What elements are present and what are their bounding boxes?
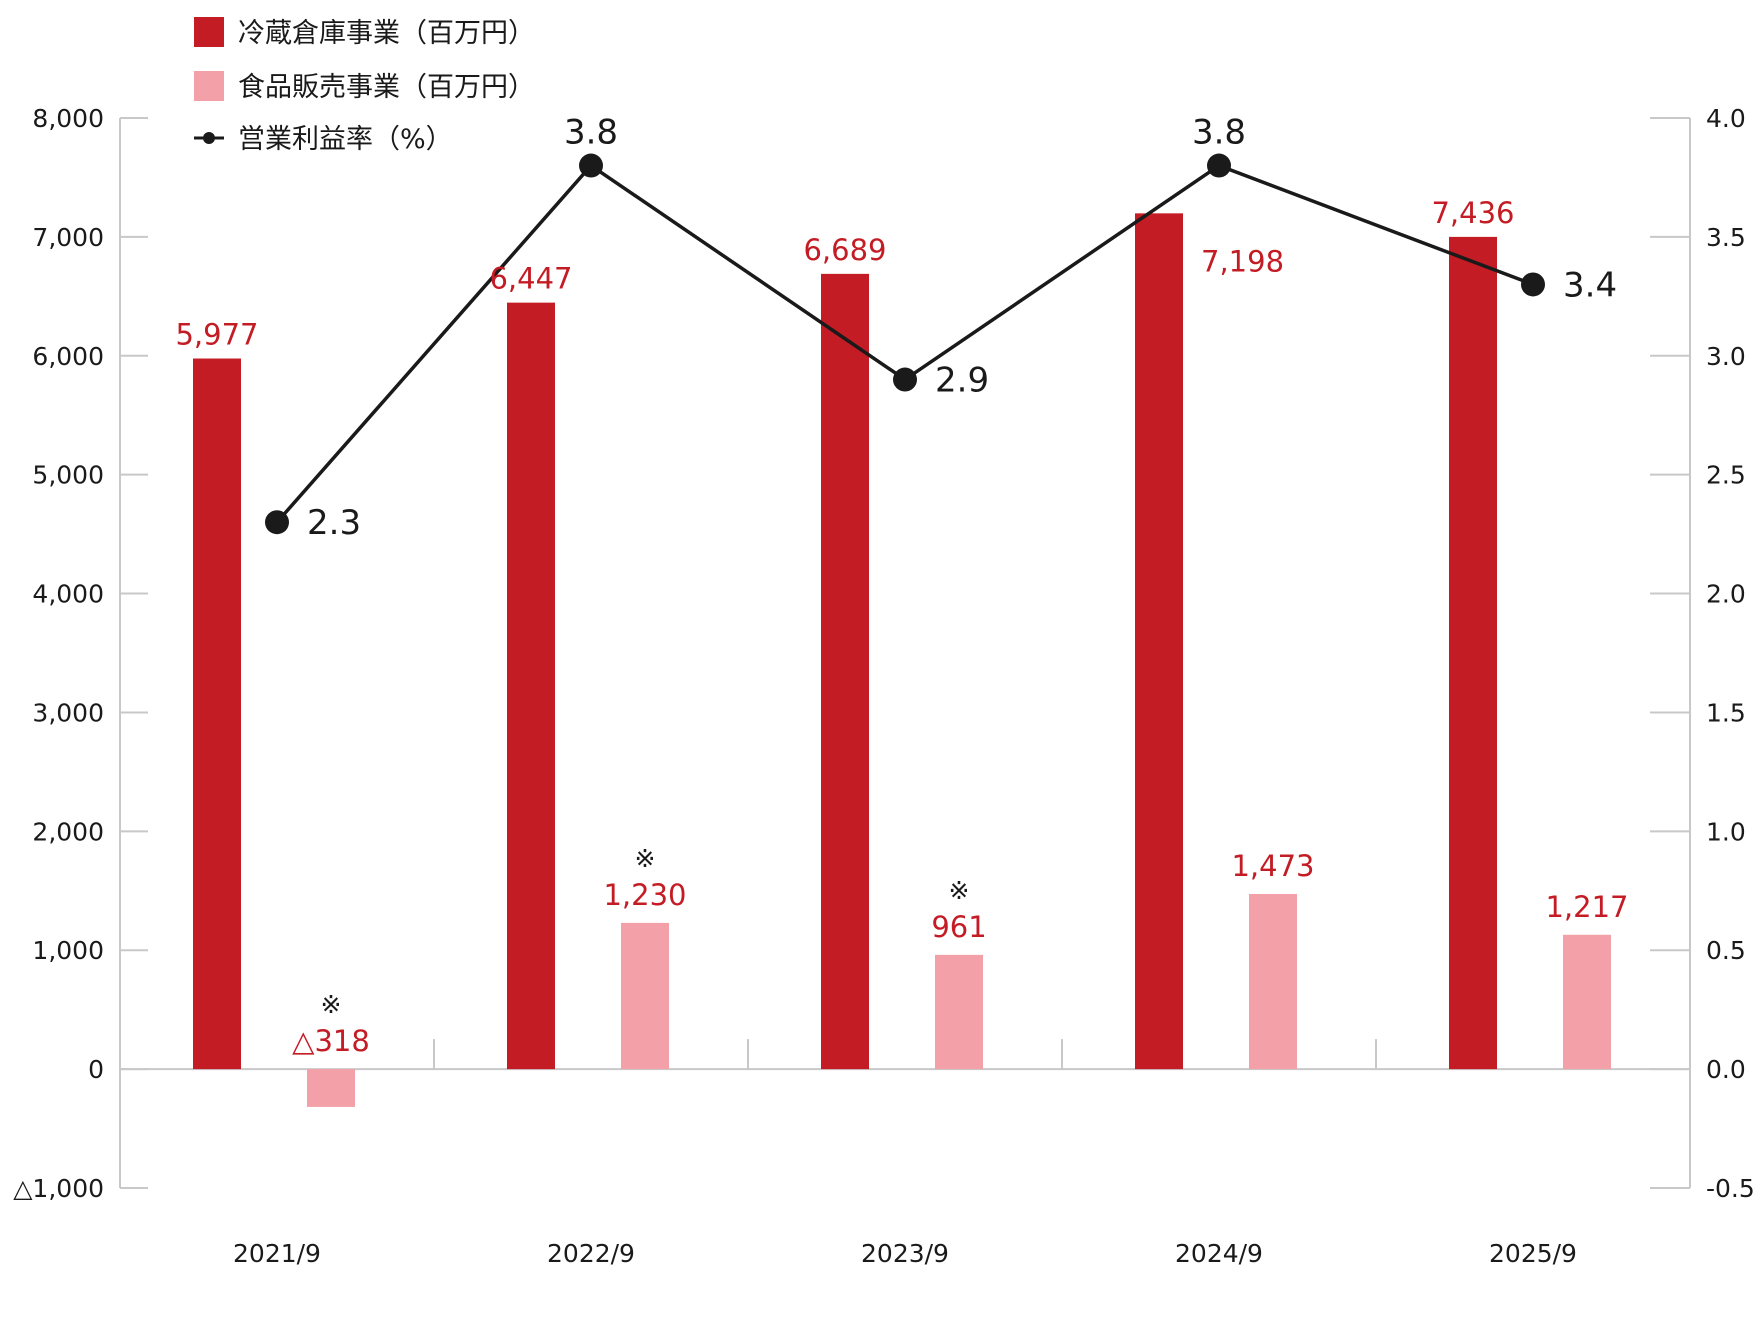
- left-tick-label: 7,000: [32, 223, 104, 252]
- note-mark: ※: [635, 844, 656, 873]
- food-sales-label: 1,217: [1545, 890, 1628, 924]
- food-sales-bar: [307, 1069, 355, 1107]
- margin-point: [1521, 272, 1545, 297]
- legend: 冷蔵倉庫事業（百万円） 食品販売事業（百万円） 営業利益率（%）: [194, 17, 535, 155]
- food-sales-bar: [1563, 934, 1611, 1070]
- margin-point: [579, 153, 603, 178]
- left-tick-label: 2,000: [32, 817, 104, 846]
- margin-label: 2.9: [935, 361, 989, 401]
- left-tick-label: 3,000: [32, 698, 104, 727]
- legend-label-margin: 営業利益率（%）: [238, 124, 453, 155]
- left-tick-label: △1,000: [13, 1174, 104, 1203]
- x-tick-label: 2024/9: [1175, 1239, 1263, 1268]
- food-sales-bar: [935, 954, 983, 1070]
- legend-label-food-sales: 食品販売事業（百万円）: [238, 72, 535, 103]
- legend-swatch-cold-storage: [194, 17, 224, 47]
- right-tick-label: 1.5: [1706, 698, 1746, 727]
- right-tick-label: -0.5: [1706, 1174, 1755, 1203]
- margin-point: [265, 510, 289, 535]
- right-tick-label: 0.5: [1706, 936, 1746, 965]
- x-tick-label: 2021/9: [233, 1239, 321, 1268]
- axes: △1,000 0 1,000 2,000 3,000 4,000 5,000 6,000 7,0…: [13, 104, 1755, 1268]
- margin-point: [1207, 153, 1231, 178]
- note-mark: ※: [949, 876, 970, 905]
- margin-label: 2.3: [307, 503, 361, 543]
- left-tick-label: 5,000: [32, 461, 104, 490]
- data-labels: 5,977 6,447 6,689 7,198 7,436 △318 ※ 1,230 ※ 961 ※…: [175, 113, 1628, 1059]
- food-sales-bar: [1249, 893, 1297, 1070]
- margin-label: 3.8: [1192, 113, 1246, 153]
- cold-storage-bar: [1449, 236, 1497, 1070]
- x-tick-label: 2025/9: [1489, 1239, 1577, 1268]
- food-sales-label: 961: [931, 910, 986, 944]
- x-tick-label: 2022/9: [547, 1239, 635, 1268]
- right-tick-label: 4.0: [1706, 104, 1746, 133]
- left-tick-label: 1,000: [32, 936, 104, 965]
- line-series: [265, 153, 1545, 535]
- legend-marker-margin: [203, 132, 215, 144]
- legend-label-cold-storage: 冷蔵倉庫事業（百万円）: [238, 18, 535, 49]
- right-tick-label: 0.0: [1706, 1055, 1746, 1084]
- cold-storage-label: 6,447: [489, 262, 572, 296]
- margin-label: 3.8: [564, 113, 618, 153]
- cold-storage-bar: [193, 358, 241, 1070]
- right-tick-label: 2.5: [1706, 461, 1746, 490]
- right-tick-label: 3.0: [1706, 342, 1746, 371]
- cold-storage-bar: [507, 302, 555, 1070]
- cold-storage-label: 7,198: [1201, 244, 1284, 278]
- bars: [193, 213, 1611, 1107]
- margin-line: [275, 163, 1534, 524]
- legend-swatch-food-sales: [194, 71, 224, 101]
- cold-storage-label: 7,436: [1431, 196, 1514, 230]
- food-sales-label: 1,230: [603, 878, 686, 912]
- left-tick-label: 4,000: [32, 580, 104, 609]
- food-sales-label: △318: [292, 1024, 370, 1058]
- cold-storage-label: 6,689: [803, 233, 886, 267]
- right-tick-label: 3.5: [1706, 223, 1746, 252]
- right-tick-label: 2.0: [1706, 580, 1746, 609]
- margin-point: [893, 367, 917, 392]
- x-tick-label: 2023/9: [861, 1239, 949, 1268]
- right-tick-label: 1.0: [1706, 817, 1746, 846]
- margin-label: 3.4: [1563, 265, 1617, 305]
- left-tick-label: 6,000: [32, 342, 104, 371]
- cold-storage-label: 5,977: [175, 318, 258, 352]
- left-tick-label: 0: [88, 1055, 104, 1084]
- cold-storage-bar: [821, 273, 869, 1070]
- food-sales-bar: [621, 922, 669, 1070]
- food-sales-label: 1,473: [1231, 849, 1314, 883]
- cold-storage-bar: [1135, 213, 1183, 1070]
- left-tick-label: 8,000: [32, 104, 104, 133]
- note-mark: ※: [321, 990, 342, 1019]
